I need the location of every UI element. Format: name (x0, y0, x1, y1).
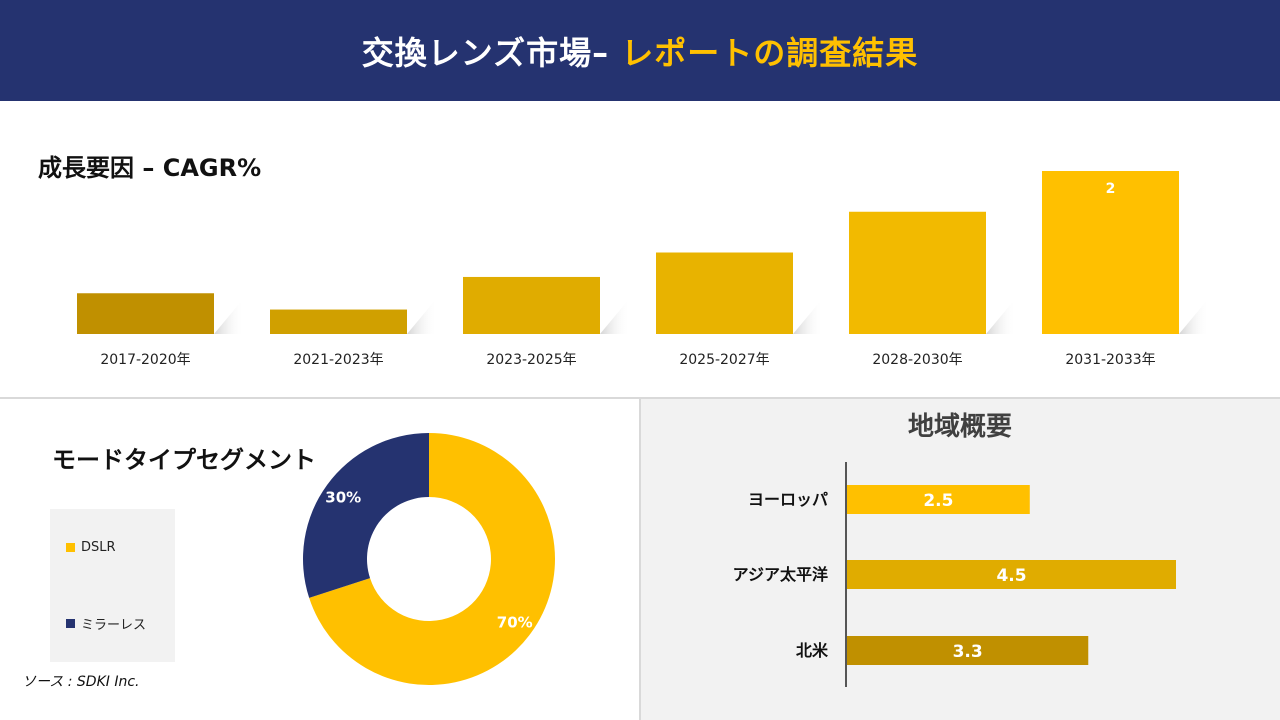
region-category-label: ヨーロッパ (748, 490, 828, 509)
cagr-data-label: 2 (1106, 181, 1116, 197)
cagr-bar (656, 252, 793, 334)
region-panel (641, 399, 1280, 720)
cagr-bar (849, 211, 986, 334)
page-title: 交換レンズ市場– レポートの調査結果 (362, 28, 919, 74)
title-highlight: レポートの調査結果 (621, 33, 919, 72)
cagr-bar-chart: 2017-2020年 2021-2023年 2023-2025年 2025-2027年… (77, 171, 1209, 368)
legend-swatch-dslr (66, 543, 75, 552)
cagr-bar-shadow (600, 298, 630, 334)
donut-slice (302, 433, 429, 598)
cagr-bar (270, 309, 407, 334)
cagr-bar (463, 276, 600, 334)
cagr-bar-shadow (407, 298, 437, 334)
growth-title: 成長要因 – CAGR% (38, 154, 262, 182)
donut-slice (309, 433, 555, 685)
cagr-bar-shadow (214, 298, 244, 334)
legend-item-dslr: DSLR (66, 540, 116, 555)
title-main: 交換レンズ市場– (361, 33, 622, 72)
cagr-bar-shadow (793, 298, 823, 334)
region-bar (847, 485, 1030, 514)
horizontal-divider (0, 397, 1280, 399)
region-category-label: 北米 (796, 641, 829, 660)
vertical-divider (639, 399, 641, 720)
mode-type-donut-chart: 70% 30% (302, 433, 555, 685)
region-data-label: 3.3 (953, 642, 983, 662)
cagr-tick-label: 2021-2023年 (293, 352, 383, 368)
donut-data-label: 70% (497, 613, 533, 631)
cagr-bar (77, 293, 214, 334)
legend-swatch-mirrorless (66, 619, 75, 628)
legend-item-mirrorless: ミラーレス (66, 614, 146, 633)
legend-label-mirrorless: ミラーレス (81, 618, 147, 633)
region-data-label: 4.5 (996, 566, 1026, 586)
region-title: 地域概要 (907, 412, 1012, 442)
cagr-bar (1042, 171, 1179, 334)
cagr-tick-label: 2028-2030年 (872, 352, 962, 368)
source-note: ソース : SDKI Inc. (22, 674, 140, 690)
region-data-label: 2.5 (923, 491, 953, 511)
cagr-tick-label: 2031-2033年 (1065, 352, 1155, 368)
header-banner: 交換レンズ市場– レポートの調査結果 (0, 0, 1280, 101)
donut-data-label: 30% (325, 489, 361, 507)
region-bar (847, 636, 1089, 665)
region-bar (847, 560, 1176, 589)
cagr-tick-label: 2017-2020年 (100, 352, 190, 368)
segment-title: モードタイプセグメント (52, 446, 316, 474)
region-category-label: アジア太平洋 (733, 565, 828, 584)
cagr-bar-shadow (986, 298, 1016, 334)
cagr-tick-label: 2023-2025年 (486, 352, 576, 368)
cagr-tick-label: 2025-2027年 (679, 352, 769, 368)
legend-label-dslr: DSLR (81, 540, 116, 555)
region-bar-chart: 2.5 ヨーロッパ 4.5 アジア太平洋 3.3 北米 (733, 462, 1176, 687)
segment-legend: DSLR ミラーレス (50, 509, 175, 662)
cagr-bar-shadow (1179, 298, 1209, 334)
